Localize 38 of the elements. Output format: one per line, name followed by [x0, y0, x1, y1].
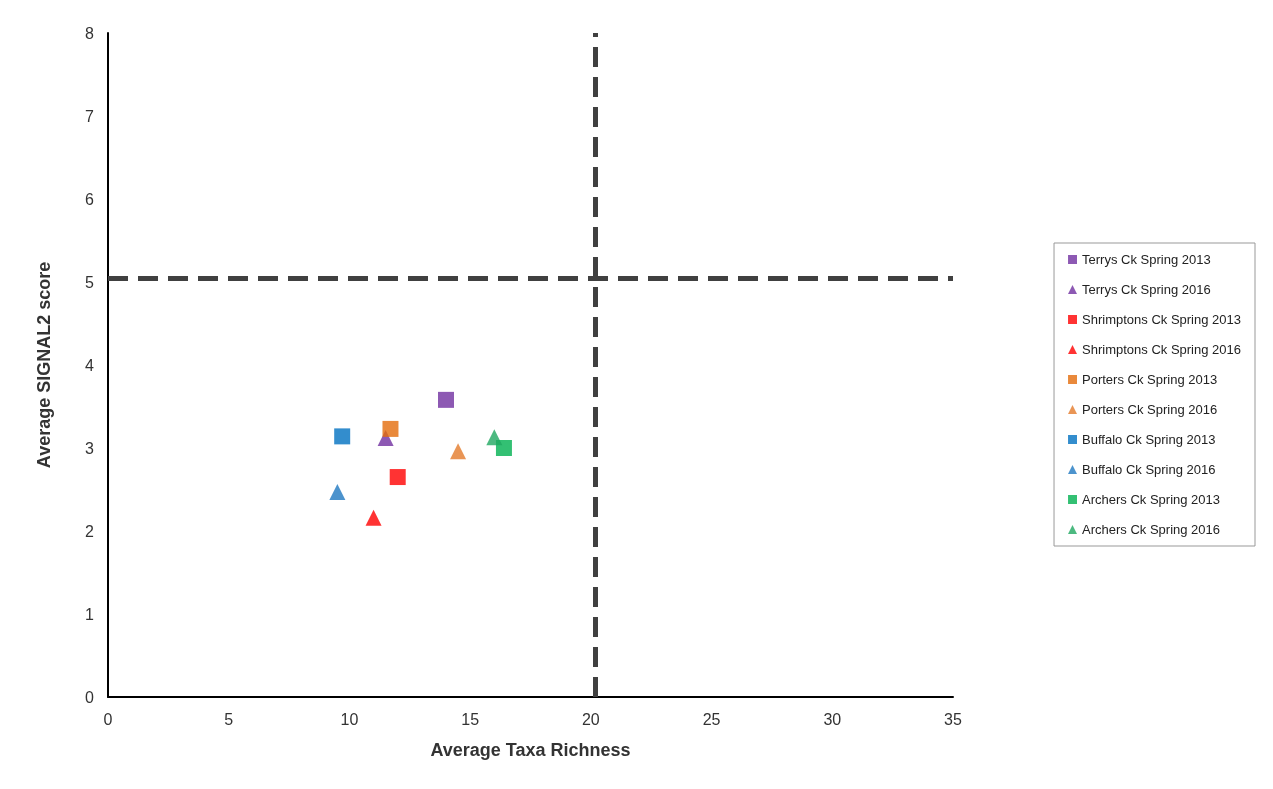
legend-label: Archers Ck Spring 2016 [1082, 522, 1221, 537]
legend-label: Porters Ck Spring 2016 [1082, 402, 1218, 417]
x-tick-label: 0 [103, 710, 113, 728]
legend-label: Terrys Ck Spring 2013 [1082, 252, 1211, 267]
x-tick-label: 20 [581, 710, 600, 728]
point [382, 420, 399, 437]
y-tick-label: 8 [85, 24, 95, 42]
y-tick-label: 4 [85, 356, 95, 374]
x-tick-label: 30 [823, 710, 842, 728]
y-tick-label: 7 [85, 107, 95, 125]
x-axis-title: Average Taxa Richness [430, 740, 631, 760]
x-tick-label: 10 [340, 710, 359, 728]
y-tick-label: 0 [85, 688, 95, 706]
y-tick-label: 6 [85, 190, 95, 208]
legend-label: Shrimptons Ck Spring 2016 [1082, 342, 1242, 357]
y-tick-label: 5 [85, 273, 95, 291]
x-tick-label: 35 [944, 710, 962, 728]
y-axis-title: Average SIGNAL2 score [34, 261, 54, 469]
legend-label: Buffalo Ck Spring 2013 [1082, 432, 1216, 447]
point [495, 440, 512, 456]
point [486, 429, 503, 446]
point [438, 391, 454, 408]
legend-label: Archers Ck Spring 2013 [1082, 492, 1221, 507]
y-tick-label: 3 [85, 439, 95, 457]
point [329, 483, 346, 500]
legend-label: Buffalo Ck Spring 2016 [1082, 462, 1216, 477]
legend-label: Shrimptons Ck Spring 2013 [1082, 312, 1242, 327]
point [365, 509, 382, 526]
legend-label: Terrys Ck Spring 2016 [1082, 282, 1211, 297]
point [389, 469, 406, 486]
y-tick-label: 1 [85, 605, 95, 623]
x-tick-label: 25 [702, 710, 721, 728]
x-tick-label: 15 [461, 710, 480, 728]
point [450, 443, 467, 460]
point [334, 428, 351, 445]
y-tick-label: 2 [85, 522, 95, 540]
legend-label: Porters Ck Spring 2013 [1082, 372, 1218, 387]
x-tick-label: 5 [224, 710, 234, 728]
